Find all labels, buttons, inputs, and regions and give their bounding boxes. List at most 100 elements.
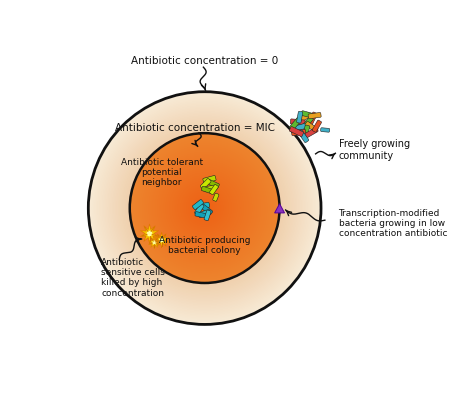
Circle shape [176, 180, 234, 237]
FancyBboxPatch shape [308, 113, 317, 126]
Circle shape [142, 146, 267, 271]
Circle shape [155, 159, 254, 258]
Circle shape [167, 171, 242, 246]
Circle shape [188, 192, 221, 225]
Circle shape [137, 140, 273, 277]
Circle shape [111, 116, 298, 301]
Circle shape [90, 94, 319, 323]
Circle shape [157, 161, 253, 256]
FancyBboxPatch shape [204, 185, 217, 192]
FancyBboxPatch shape [290, 120, 305, 126]
Circle shape [147, 232, 152, 236]
Circle shape [130, 134, 280, 283]
Circle shape [199, 203, 210, 214]
Circle shape [195, 199, 214, 218]
Circle shape [148, 152, 261, 265]
Circle shape [103, 107, 307, 310]
Polygon shape [140, 225, 159, 244]
Circle shape [88, 93, 321, 325]
Circle shape [143, 147, 266, 270]
Circle shape [171, 175, 238, 242]
Circle shape [178, 183, 231, 235]
Circle shape [133, 138, 276, 280]
Circle shape [100, 104, 310, 313]
Circle shape [91, 95, 318, 322]
Circle shape [191, 195, 218, 222]
Circle shape [182, 185, 228, 232]
FancyBboxPatch shape [305, 122, 318, 133]
Circle shape [183, 187, 227, 230]
Circle shape [139, 143, 270, 274]
Circle shape [141, 145, 269, 273]
Circle shape [154, 158, 255, 259]
Circle shape [173, 177, 237, 240]
Circle shape [107, 112, 302, 306]
Circle shape [101, 106, 308, 311]
Circle shape [196, 200, 213, 217]
Circle shape [159, 163, 251, 254]
FancyBboxPatch shape [192, 200, 204, 210]
Circle shape [201, 204, 209, 213]
Circle shape [110, 114, 299, 303]
FancyBboxPatch shape [203, 176, 216, 184]
Circle shape [186, 190, 223, 227]
Circle shape [161, 165, 249, 252]
Circle shape [192, 197, 217, 221]
Circle shape [165, 169, 244, 248]
Circle shape [201, 205, 209, 212]
Circle shape [134, 138, 276, 280]
Circle shape [153, 242, 155, 244]
Circle shape [202, 206, 208, 211]
Circle shape [186, 190, 224, 228]
Circle shape [132, 136, 277, 281]
Circle shape [147, 152, 262, 266]
Circle shape [118, 121, 292, 296]
Text: Antibiotic
sensitive cells
killed by high
concentration: Antibiotic sensitive cells killed by hig… [101, 257, 165, 297]
Circle shape [142, 146, 267, 271]
Text: Antibiotic producing
bacterial colony: Antibiotic producing bacterial colony [159, 235, 250, 255]
Circle shape [181, 185, 228, 232]
Circle shape [119, 123, 291, 294]
Circle shape [167, 171, 243, 246]
FancyBboxPatch shape [302, 126, 310, 139]
FancyBboxPatch shape [305, 128, 318, 138]
Circle shape [123, 127, 286, 290]
Circle shape [158, 162, 251, 255]
Circle shape [141, 145, 268, 272]
Circle shape [182, 186, 227, 231]
Circle shape [189, 192, 221, 225]
Circle shape [157, 161, 253, 256]
Circle shape [190, 194, 219, 223]
Circle shape [132, 136, 278, 281]
Circle shape [165, 169, 244, 248]
Circle shape [177, 180, 233, 237]
Circle shape [171, 175, 238, 242]
Circle shape [120, 124, 289, 293]
Circle shape [136, 140, 274, 278]
Circle shape [148, 152, 261, 265]
Circle shape [184, 188, 225, 229]
Circle shape [175, 180, 234, 237]
FancyBboxPatch shape [204, 211, 211, 221]
FancyBboxPatch shape [289, 127, 304, 137]
Circle shape [137, 141, 272, 276]
FancyBboxPatch shape [198, 210, 210, 218]
Circle shape [189, 193, 220, 224]
Circle shape [116, 120, 293, 297]
Circle shape [175, 179, 235, 238]
Circle shape [145, 149, 264, 268]
Circle shape [135, 139, 274, 278]
Circle shape [166, 170, 243, 247]
Circle shape [190, 194, 219, 223]
Polygon shape [155, 233, 169, 248]
Circle shape [194, 198, 215, 219]
FancyBboxPatch shape [290, 118, 301, 131]
Circle shape [169, 173, 240, 244]
Circle shape [96, 100, 314, 317]
FancyBboxPatch shape [213, 194, 219, 202]
Circle shape [135, 138, 275, 279]
Text: Antibiotic concentration = 0: Antibiotic concentration = 0 [131, 56, 278, 66]
Circle shape [125, 129, 285, 288]
FancyBboxPatch shape [308, 113, 321, 119]
Text: Antibiotic concentration = MIC: Antibiotic concentration = MIC [115, 123, 275, 133]
